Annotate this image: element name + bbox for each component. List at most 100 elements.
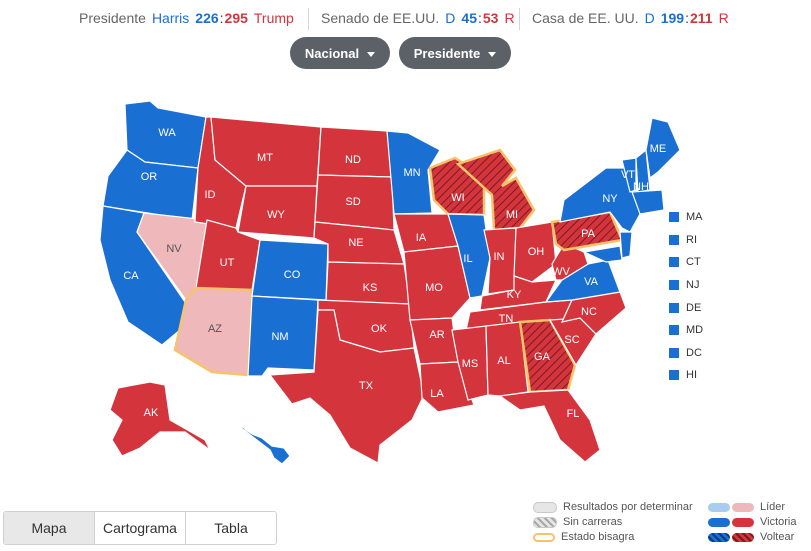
small-states-list: MA RI CT NJ DE MD DC HI [669,206,703,387]
label-sd: SD [345,196,360,208]
legend-leading: Líder [708,501,785,513]
house-summary[interactable]: Casa de EE. UU. D 199:211 R [532,10,729,26]
state-color-swatch [669,302,679,313]
state-az[interactable] [173,286,254,377]
label-nv: NV [166,243,182,255]
label-ms: MS [462,358,479,370]
race-dropdown[interactable]: Presidente [399,37,511,69]
label-mt: MT [257,152,273,164]
label-ca: CA [123,270,139,282]
scope-dropdown-label: Nacional [304,45,360,61]
small-state-item[interactable]: CT [669,251,703,274]
state-me[interactable] [645,117,681,180]
state-ga[interactable] [518,318,577,394]
label-vt: VT [621,169,635,181]
label-ar: AR [429,329,444,341]
label-tx: TX [359,380,374,392]
state-nd[interactable] [317,126,393,178]
label-oh: OH [528,246,545,258]
state-la[interactable] [419,361,475,413]
state-hi[interactable] [235,423,291,465]
senate-dem-prefix: D [445,10,456,26]
state-color-swatch [669,257,679,268]
small-state-item[interactable]: HI [669,364,703,387]
state-color-swatch [669,212,679,223]
state-ma-ct-ri[interactable] [631,189,665,215]
legend-win: Victoria [708,516,796,528]
label-va: VA [584,276,599,288]
state-color-swatch [669,234,679,245]
label-ok: OK [371,323,388,335]
race-dropdown-label: Presidente [413,45,481,61]
state-mi[interactable] [455,148,536,232]
label-tn: TN [499,313,514,325]
chevron-down-icon [488,51,497,57]
state-color-swatch [669,325,679,336]
no-race-swatch [533,516,557,528]
label-ak: AK [144,407,159,419]
small-state-item[interactable]: MD [669,319,703,342]
label-nm: NM [271,331,288,343]
label-wi: WI [451,192,464,204]
view-tabs: Mapa Cartograma Tabla [3,511,277,545]
leading-dem-swatch [708,502,730,512]
house-dem-seats: 199 [660,10,685,26]
president-summary[interactable]: Presidente Harris 226:295 Trump [79,10,294,26]
state-fl[interactable] [498,389,601,463]
label-fl: FL [567,408,580,420]
label-ut: UT [220,257,235,269]
senate-rep-seats: 53 [482,10,499,26]
state-ar[interactable] [409,317,459,365]
state-tx[interactable] [268,309,425,464]
label-co: CO [284,269,301,281]
senate-label: Senado de EE.UU. [321,10,440,26]
label-il: IL [463,253,472,265]
label-ne: NE [348,237,363,249]
senate-summary[interactable]: Senado de EE.UU. D 45:53 R [321,10,515,26]
state-nj[interactable] [619,231,633,259]
label-me: ME [650,143,667,155]
state-ms[interactable] [451,325,489,401]
label-nh: NH [633,181,649,193]
label-az: AZ [208,323,222,335]
small-state-item[interactable]: DE [669,296,703,319]
summary-divider [519,8,520,30]
house-rep-suffix: R [718,10,729,26]
label-wv: WV [552,266,570,278]
pending-swatch [533,501,557,513]
state-vt[interactable] [621,157,637,193]
legend-no-race: Sin carreras [533,516,622,528]
state-color-swatch [669,370,679,381]
state-ak[interactable] [109,381,211,457]
flip-rep-swatch [732,532,754,542]
rep-candidate-name: Trump [253,10,294,26]
label-al: AL [497,355,510,367]
label-ia: IA [416,232,427,244]
legend-flip: Voltear [708,531,794,543]
senate-dem-seats: 45 [461,10,477,26]
tab-map[interactable]: Mapa [4,512,94,544]
flip-dem-swatch [708,532,730,542]
tab-table[interactable]: Tabla [185,512,276,544]
label-ny: NY [602,193,618,205]
label-or: OR [141,171,158,183]
label-in: IN [494,251,505,263]
label-mn: MN [403,167,420,179]
state-color-swatch [669,280,679,291]
state-mo[interactable] [403,245,471,321]
small-state-item[interactable]: RI [669,229,703,252]
senate-rep-suffix: R [504,10,515,26]
win-dem-swatch [708,517,730,527]
summary-divider [308,8,309,30]
house-dem-prefix: D [644,10,655,26]
tab-cartogram[interactable]: Cartograma [94,512,185,544]
small-state-item[interactable]: DC [669,342,703,365]
state-oh[interactable] [513,221,557,283]
leading-rep-swatch [732,502,754,512]
small-state-item[interactable]: MA [669,206,703,229]
label-la: LA [430,388,444,400]
scope-dropdown[interactable]: Nacional [290,37,390,69]
state-nh[interactable] [635,148,651,193]
small-state-item[interactable]: NJ [669,274,703,297]
state-md[interactable] [581,245,623,263]
